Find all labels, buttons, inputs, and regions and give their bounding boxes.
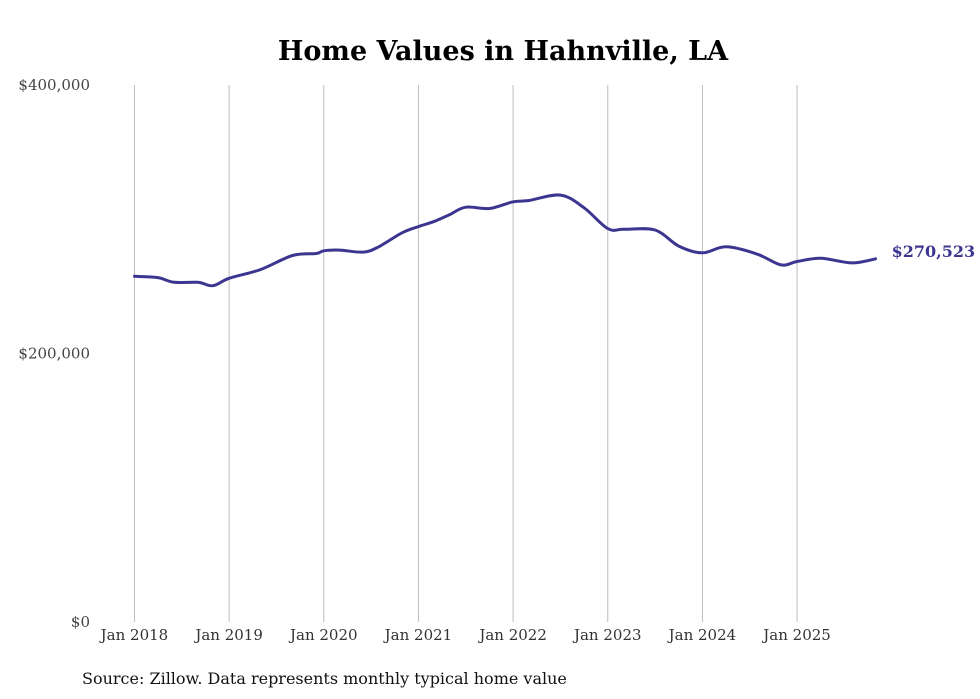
x-tick-label: Jan 2020 [288,626,358,644]
chart-title: Home Values in Hahnville, LA [278,36,729,67]
y-tick-label: $200,000 [18,345,90,363]
x-tick-label: Jan 2022 [477,626,547,644]
x-tick-label: Jan 2021 [383,626,453,644]
x-tick-label: Jan 2025 [761,626,831,644]
y-axis-ticks: $0 $200,000 $400,000 [18,76,90,631]
end-value-label: $270,523 [892,242,976,261]
x-tick-label: Jan 2019 [193,626,263,644]
y-tick-label: $0 [71,613,90,631]
series-line [133,193,878,288]
y-tick-label: $400,000 [18,76,90,94]
x-tick-label: Jan 2024 [667,626,737,644]
x-tick-label: Jan 2023 [572,626,642,644]
source-note: Source: Zillow. Data represents monthly … [82,669,567,688]
series-layer: $270,523 [133,193,976,288]
x-axis-ticks: Jan 2018 Jan 2019 Jan 2020 Jan 2021 Jan 2022… [99,626,831,644]
gridlines [133,85,798,622]
x-tick-label: Jan 2018 [99,626,169,644]
